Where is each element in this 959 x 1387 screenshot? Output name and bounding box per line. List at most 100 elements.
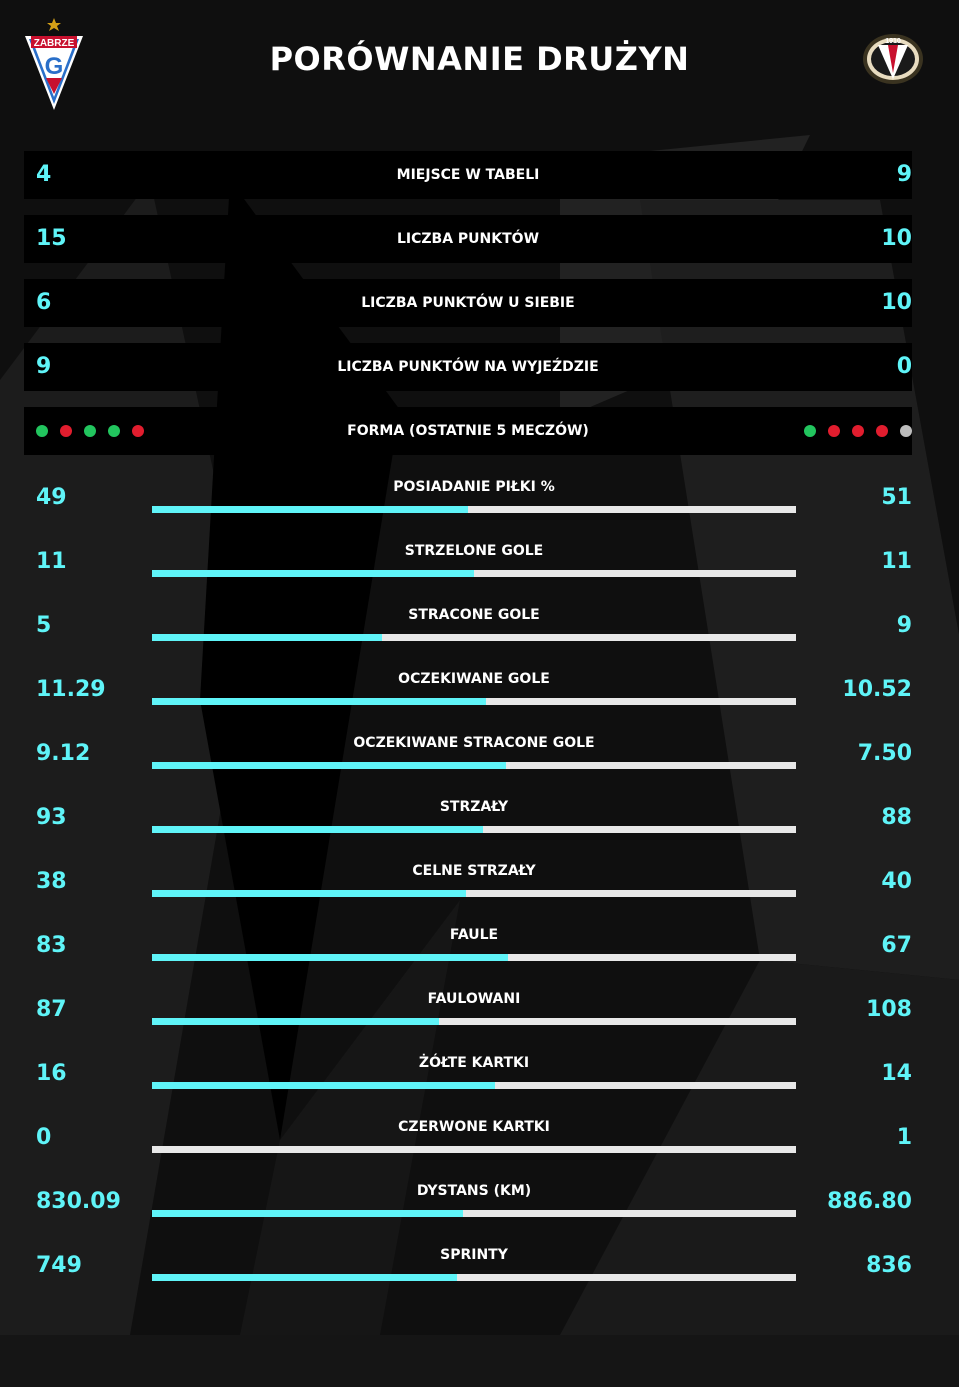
stat-row: 87 FAULOWANI 108	[24, 983, 912, 1043]
home-share-fill	[152, 1210, 464, 1217]
comparison-card: ZABRZE G PORÓWNANIE DRUŻYN 1910 4 MIEJSCE…	[0, 0, 959, 1335]
home-form-dot-win	[108, 425, 120, 437]
away-form-dot-draw	[900, 425, 912, 437]
stat-row: 11 STRZELONE GOLE 11	[24, 535, 912, 595]
comparison-bar	[152, 1082, 796, 1089]
summary-row: 6 LICZBA PUNKTÓW U SIEBIE 10	[24, 279, 912, 327]
comparison-bar	[152, 1210, 796, 1217]
away-form-dots	[804, 425, 912, 437]
comparison-bar	[152, 570, 796, 577]
comparison-bar	[152, 890, 796, 897]
stat-row: 93 STRZAŁY 88	[24, 791, 912, 851]
home-value: 9	[36, 354, 52, 379]
stat-row: 49 POSIADANIE PIŁKI % 51	[24, 471, 912, 531]
away-value: 0	[896, 354, 912, 379]
comparison-bar	[152, 1018, 796, 1025]
stat-label: DYSTANS (KM)	[416, 1183, 532, 1199]
stat-row: 9.12 OCZEKIWANE STRACONE GOLE 7.50	[24, 727, 912, 787]
away-value: 9	[896, 162, 912, 187]
home-value: 749	[36, 1253, 82, 1278]
stat-label: FAULOWANI	[427, 991, 521, 1007]
gornik-zabrze-logo: ZABRZE G	[25, 18, 83, 110]
home-share-fill	[152, 1274, 457, 1281]
home-form-dot-loss	[60, 425, 72, 437]
home-value: 0	[36, 1125, 52, 1150]
home-value: 830.09	[36, 1189, 121, 1214]
home-value: 49	[36, 485, 67, 510]
home-form-dot-loss	[132, 425, 144, 437]
home-form-dot-win	[84, 425, 96, 437]
stat-label: STRZAŁY	[439, 799, 509, 815]
summary-label: MIEJSCE W TABELI	[396, 167, 540, 183]
home-value: 16	[36, 1061, 67, 1086]
comparison-bar	[152, 634, 796, 641]
comparison-bar	[152, 826, 796, 833]
stat-label: OCZEKIWANE GOLE	[398, 671, 550, 687]
svg-text:1910: 1910	[885, 38, 901, 45]
comparison-bar	[152, 506, 796, 513]
away-value: 108	[866, 997, 912, 1022]
home-share-fill	[152, 1082, 496, 1089]
stat-label: CZERWONE KARTKI	[398, 1119, 550, 1135]
home-value: 5	[36, 613, 52, 638]
comparison-bar	[152, 1274, 796, 1281]
home-value: 6	[36, 290, 52, 315]
comparison-bar	[152, 698, 796, 705]
stat-label: CELNE STRZAŁY	[412, 863, 536, 879]
home-value: 9.12	[36, 741, 91, 766]
home-form-dot-win	[36, 425, 48, 437]
away-value: 11	[881, 549, 912, 574]
stat-label: OCZEKIWANE STRACONE GOLE	[353, 735, 595, 751]
comparison-bar	[152, 762, 796, 769]
svg-text:ZABRZE: ZABRZE	[34, 38, 75, 49]
summary-row: 9 LICZBA PUNKTÓW NA WYJEŹDZIE 0	[24, 343, 912, 391]
stat-row: 830.09 DYSTANS (KM) 886.80	[24, 1175, 912, 1235]
header: ZABRZE G PORÓWNANIE DRUŻYN 1910	[0, 0, 959, 130]
stat-label: STRACONE GOLE	[408, 607, 540, 623]
stat-row: 749 SPRINTY 836	[24, 1239, 912, 1299]
home-share-fill	[152, 506, 468, 513]
summary-label: LICZBA PUNKTÓW NA WYJEŹDZIE	[337, 359, 599, 375]
home-value: 83	[36, 933, 67, 958]
summary-label: LICZBA PUNKTÓW	[396, 231, 540, 247]
comparison-bar	[152, 954, 796, 961]
home-share-fill	[152, 1018, 440, 1025]
away-value: 51	[881, 485, 912, 510]
stat-label: ŻÓŁTE KARTKI	[418, 1055, 530, 1071]
away-value: 7.50	[857, 741, 912, 766]
away-value: 886.80	[827, 1189, 912, 1214]
home-value: 87	[36, 997, 67, 1022]
away-value: 1	[896, 1125, 912, 1150]
stat-label: FAULE	[449, 927, 499, 943]
comparison-bar	[152, 1146, 796, 1153]
away-value: 836	[866, 1253, 912, 1278]
away-value: 88	[881, 805, 912, 830]
stat-row: 16 ŻÓŁTE KARTKI 14	[24, 1047, 912, 1107]
away-value: 9	[896, 613, 912, 638]
form-row: FORMA (OSTATNIE 5 MECZÓW)	[24, 407, 912, 455]
home-share-fill	[152, 890, 466, 897]
home-share-fill	[152, 826, 484, 833]
home-share-fill	[152, 762, 506, 769]
away-value: 67	[881, 933, 912, 958]
away-form-dot-loss	[876, 425, 888, 437]
home-share-fill	[152, 698, 486, 705]
away-form-dot-loss	[828, 425, 840, 437]
home-value: 15	[36, 226, 67, 251]
home-share-fill	[152, 954, 509, 961]
svg-text:G: G	[45, 53, 64, 80]
summary-label: LICZBA PUNKTÓW U SIEBIE	[361, 295, 575, 311]
home-value: 11.29	[36, 677, 106, 702]
stat-label: SPRINTY	[440, 1247, 508, 1263]
form-label: FORMA (OSTATNIE 5 MECZÓW)	[347, 423, 589, 439]
home-value: 93	[36, 805, 67, 830]
home-value: 38	[36, 869, 67, 894]
away-value: 10.52	[842, 677, 912, 702]
widzew-lodz-logo: 1910	[863, 34, 923, 84]
away-form-dot-win	[804, 425, 816, 437]
home-share-fill	[152, 570, 474, 577]
stat-label: STRZELONE GOLE	[404, 543, 544, 559]
stat-row: 11.29 OCZEKIWANE GOLE 10.52	[24, 663, 912, 723]
home-value: 11	[36, 549, 67, 574]
away-value: 14	[881, 1061, 912, 1086]
